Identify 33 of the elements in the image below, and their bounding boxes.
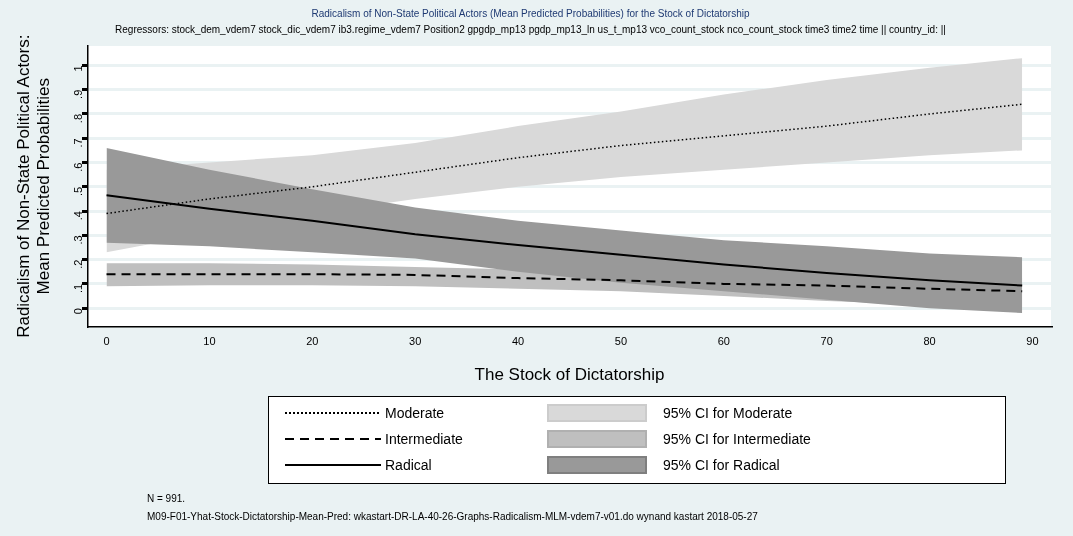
y-tick-label: .4 [72,211,85,221]
y-axis-title: Radicalism of Non-State Political Actors: Mean Predicted Probabilities [13,34,54,338]
x-tick-label: 50 [614,335,628,348]
x-tick-label: 90 [1026,335,1039,348]
y-tick-label: 0 [72,308,85,315]
x-tick-label: 40 [511,335,525,348]
y-tick-label: 1 [72,65,85,72]
chart-subtitle: Regressors: stock_dem_vdem7 stock_dic_vdem7 ib3.regime_vdem7 Position2 gpgdp_mp13 pgdp_mp13_ln us_t_mp13 vco_count_stock nco_count_stock time3 time2 time || country_id: || [115,23,946,35]
text: 95% CI for Radical [662,457,781,473]
x-tick-label: 30 [409,335,422,348]
y-tick-label: .3 [72,235,85,245]
x-tick-label: 10 [203,335,216,348]
y-tick-label: .5 [72,186,85,196]
text: 95% CI for Moderate [662,405,794,421]
y-tick-label: .2 [72,259,85,269]
x-tick-label: 0 [103,335,110,348]
y-tick-label: .8 [72,113,85,124]
y-tick-label: .7 [72,138,85,148]
text: N = 991. [147,492,187,506]
x-tick-label: 20 [306,335,319,348]
x-tick-label: 80 [923,335,936,348]
legend-label: Moderate [385,405,446,421]
x-tick-label: 70 [820,335,833,348]
text: 95% CI for Intermediate [662,431,812,447]
legend-label: Intermediate [385,431,464,447]
legend-label: Radical [385,457,433,473]
x-axis-title: The Stock of Dictatorship [474,365,665,385]
chart-title: Radicalism of Non-State Political Actors (Mean Predicted Probabilities) for the Stock of Dictatorship [311,7,750,19]
x-tick-label: 60 [717,335,730,348]
text: M09-F01-Yhat-Stock-Dictatorship-Mean-Pred: wkastart-DR-LA-40-26-Graphs-Radicalism-MLM-vdem7-v01.do wynand kastart 2018-05-27 [147,510,758,524]
y-tick-label: .9 [72,89,85,99]
y-tick-label: .1 [72,283,85,294]
y-tick-label: .6 [72,162,85,172]
